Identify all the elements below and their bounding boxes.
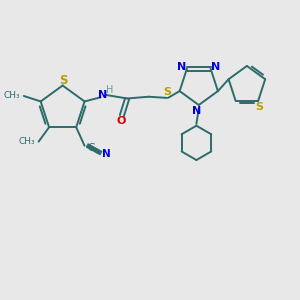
Text: S: S (164, 87, 171, 97)
Text: N: N (102, 149, 110, 159)
Text: N: N (98, 90, 107, 100)
Text: N: N (177, 62, 187, 72)
Text: H: H (106, 85, 113, 94)
Text: C: C (87, 143, 95, 153)
Text: S: S (256, 102, 264, 112)
Text: CH₃: CH₃ (4, 91, 20, 100)
Text: S: S (59, 74, 68, 87)
Text: N: N (211, 62, 220, 72)
Text: O: O (117, 116, 126, 126)
Text: CH₃: CH₃ (19, 137, 35, 146)
Text: N: N (192, 106, 202, 116)
